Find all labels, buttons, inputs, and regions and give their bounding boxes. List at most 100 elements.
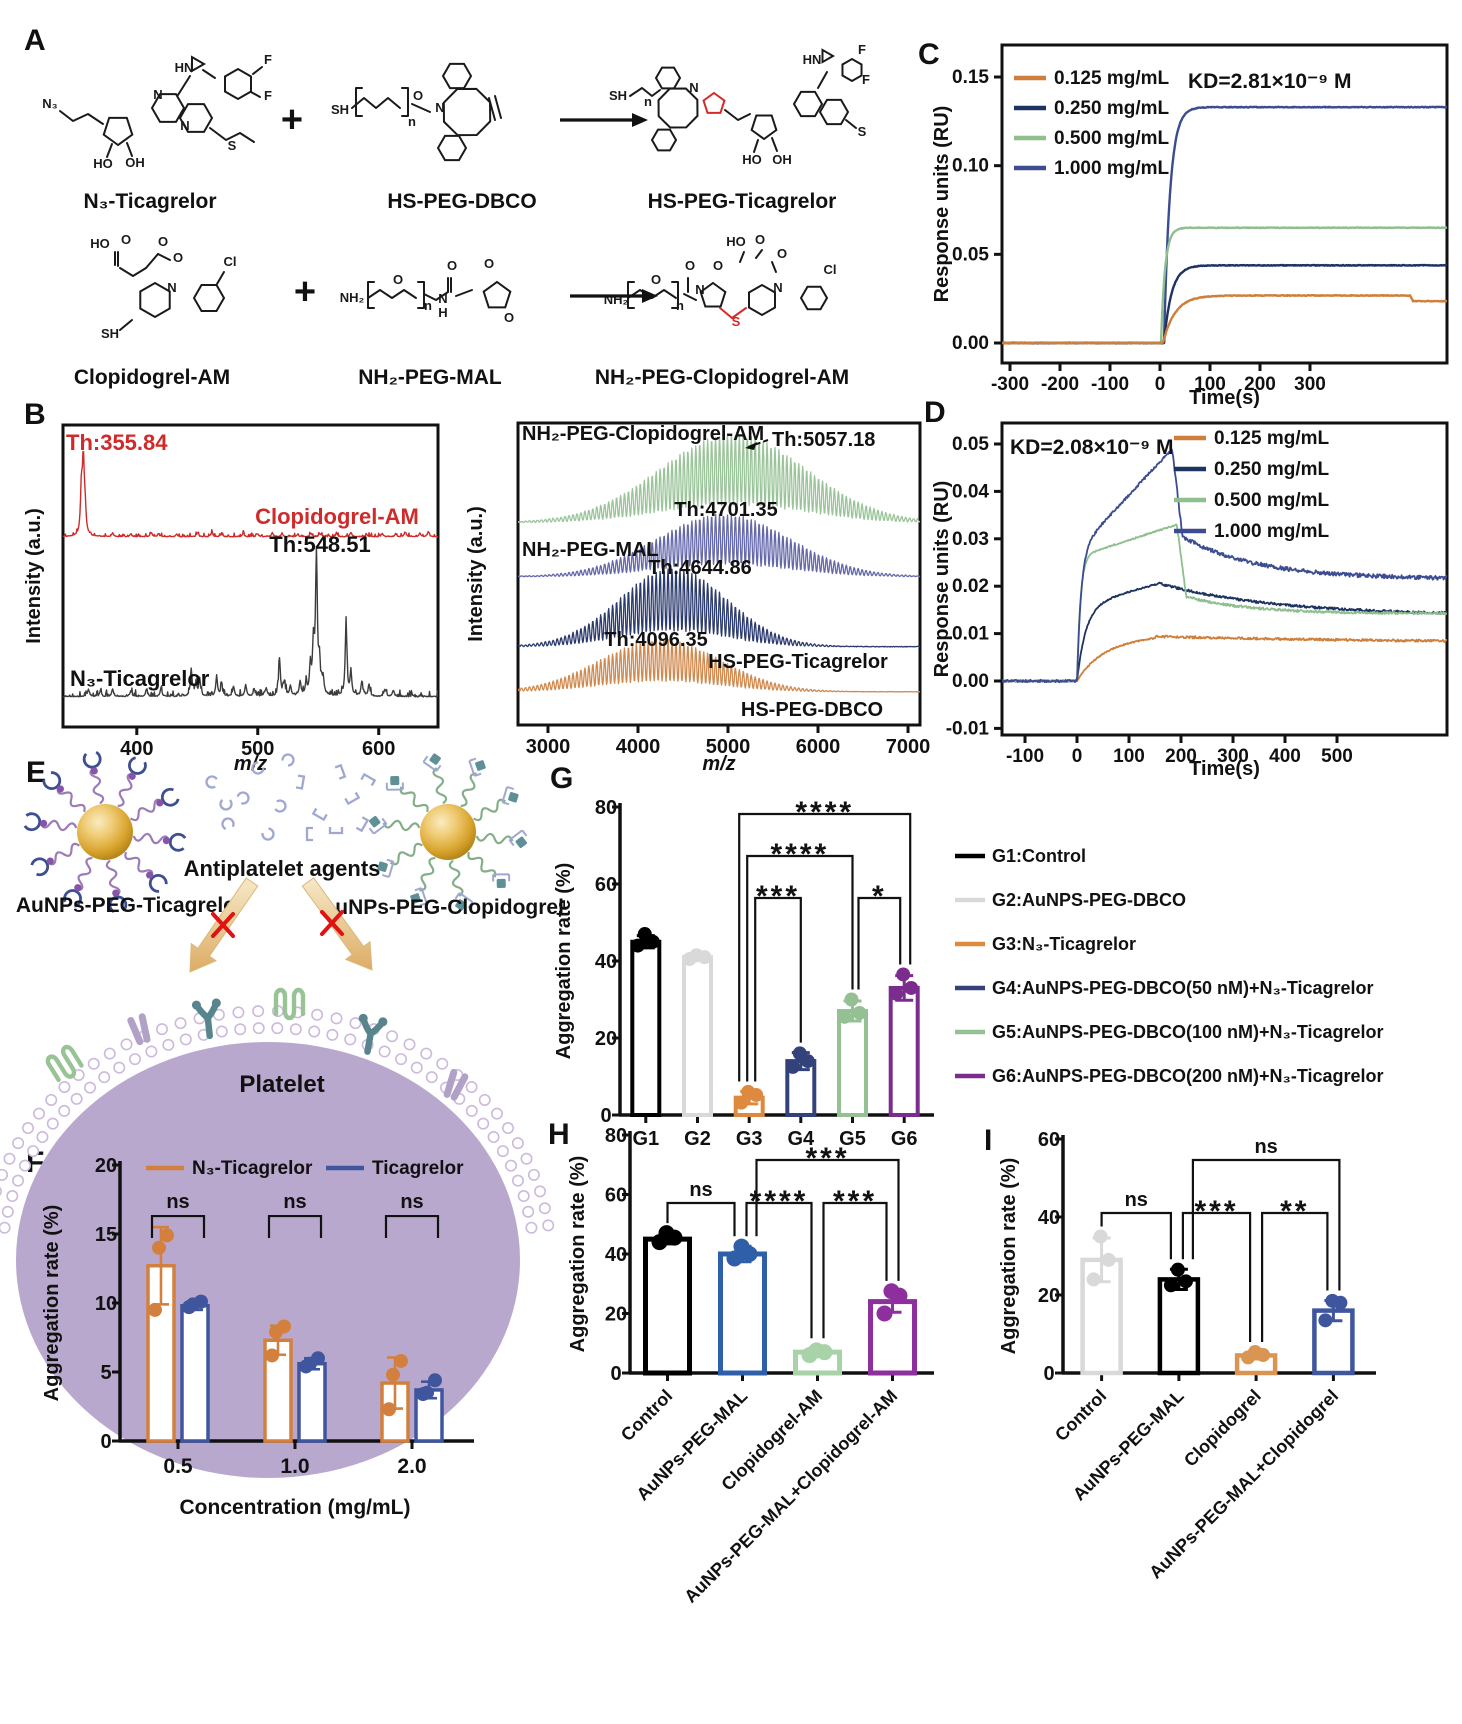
svg-text:Concentration (mg/mL): Concentration (mg/mL) — [180, 1496, 411, 1519]
svg-text:N: N — [180, 118, 189, 133]
svg-text:HS-PEG-Ticagrelor: HS-PEG-Ticagrelor — [708, 651, 888, 673]
svg-text:S: S — [858, 124, 867, 139]
panel-g-label: G — [550, 762, 574, 795]
svg-text:0.15: 0.15 — [952, 67, 989, 88]
svg-text:Response units (RU): Response units (RU) — [931, 106, 953, 303]
svg-text:0.500 mg/mL: 0.500 mg/mL — [1214, 490, 1329, 511]
svg-text:200: 200 — [1165, 746, 1197, 767]
svg-text:4000: 4000 — [616, 736, 661, 758]
panel-c-label: C — [918, 38, 940, 71]
svg-text:HN: HN — [803, 52, 822, 67]
svg-text:O: O — [393, 272, 403, 287]
svg-text:Control: Control — [617, 1386, 676, 1445]
svg-text:***: *** — [756, 880, 800, 913]
panel-b-mass-spectra: 400 500 600 m/z Intensity (a.u.) Th:355.84 Clo… — [23, 421, 931, 775]
svg-text:600: 600 — [362, 738, 395, 760]
svg-text:O: O — [121, 232, 131, 247]
svg-text:Intensity (a.u.): Intensity (a.u.) — [465, 506, 487, 642]
svg-text:Antiplatelet agents: Antiplatelet agents — [184, 856, 381, 881]
svg-text:N: N — [153, 87, 162, 102]
panel-b-label: B — [24, 398, 46, 431]
svg-text:0.00: 0.00 — [952, 671, 989, 692]
svg-text:KD=2.81×10⁻⁹ M: KD=2.81×10⁻⁹ M — [1188, 70, 1351, 93]
svg-text:20: 20 — [595, 1028, 617, 1050]
svg-text:G6: G6 — [891, 1128, 918, 1150]
svg-text:20: 20 — [95, 1155, 117, 1177]
svg-text:100: 100 — [1194, 374, 1226, 395]
svg-text:60: 60 — [595, 874, 617, 896]
svg-text:ns: ns — [1254, 1136, 1277, 1158]
svg-text:0: 0 — [1043, 1363, 1054, 1385]
panel-h-label: H — [548, 1118, 570, 1151]
svg-text:HS-PEG-Ticagrelor: HS-PEG-Ticagrelor — [648, 190, 837, 213]
svg-text:F: F — [862, 72, 870, 87]
svg-text:3000: 3000 — [526, 736, 571, 758]
svg-text:0.01: 0.01 — [952, 624, 989, 645]
svg-text:O: O — [158, 234, 168, 249]
svg-text:NH₂-PEG-Clopidogrel-AM: NH₂-PEG-Clopidogrel-AM — [595, 366, 849, 389]
panel-d-label: D — [924, 396, 946, 429]
svg-text:N: N — [695, 282, 704, 297]
svg-text:-200: -200 — [1041, 374, 1079, 395]
panel-f-bar-chart: 0 5 10 15 20 Aggregation rate (%) 0.5 1.0 2.0 Con… — [41, 1155, 474, 1519]
svg-text:***: *** — [805, 1142, 849, 1175]
svg-text:7000: 7000 — [886, 736, 931, 758]
svg-text:+: + — [294, 271, 316, 313]
svg-text:N: N — [167, 280, 176, 295]
svg-text:N: N — [773, 280, 782, 295]
panel-g-bar-chart: 0 20 40 60 80 Aggregation rate (%) G1 G2 G3 G4 G5 G… — [553, 796, 1384, 1150]
svg-text:G5:AuNPS-PEG-DBCO(100 nM)+N₃-T: G5:AuNPS-PEG-DBCO(100 nM)+N₃-Ticagrelor — [992, 1022, 1384, 1042]
svg-text:Clopidogrel-AM: Clopidogrel-AM — [74, 366, 230, 389]
svg-text:Aggregation rate (%): Aggregation rate (%) — [567, 1156, 589, 1353]
svg-text:1.000 mg/mL: 1.000 mg/mL — [1054, 158, 1169, 179]
svg-text:***: *** — [833, 1185, 877, 1218]
svg-text:O: O — [685, 258, 695, 273]
svg-text:Th:5057.18: Th:5057.18 — [772, 429, 875, 451]
panel-d-spr-sensorgram: -100 0 100 200 300 400 500 -0.01 0.00 0.01 0.02 0.0… — [931, 421, 1449, 780]
svg-text:0.02: 0.02 — [952, 576, 989, 597]
svg-text:F: F — [264, 88, 272, 103]
svg-text:S: S — [732, 314, 741, 329]
svg-text:O: O — [713, 258, 723, 273]
svg-text:100: 100 — [1113, 746, 1145, 767]
svg-text:0.03: 0.03 — [952, 529, 989, 550]
svg-text:40: 40 — [605, 1244, 627, 1266]
svg-text:NH₂-PEG-MAL: NH₂-PEG-MAL — [358, 366, 502, 389]
svg-text:0.125 mg/mL: 0.125 mg/mL — [1214, 428, 1329, 449]
svg-text:0.00: 0.00 — [952, 333, 989, 354]
svg-text:Cl: Cl — [824, 262, 837, 277]
svg-text:O: O — [447, 258, 457, 273]
svg-text:HO: HO — [93, 156, 113, 171]
svg-text:2.0: 2.0 — [397, 1455, 426, 1478]
svg-text:G1:Control: G1:Control — [992, 846, 1086, 866]
svg-text:O: O — [504, 310, 514, 325]
svg-text:F: F — [858, 42, 866, 57]
panel-c-spr-sensorgram: -300 -200 -100 0 100 200 300 0.00 0.05 0.10 0.15 Ti… — [931, 43, 1449, 409]
svg-text:6000: 6000 — [796, 736, 841, 758]
svg-text:Ticagrelor: Ticagrelor — [372, 1158, 464, 1179]
svg-text:Cl: Cl — [224, 254, 237, 269]
svg-text:n: n — [424, 298, 432, 313]
svg-text:O: O — [651, 272, 661, 287]
svg-text:m/z: m/z — [702, 753, 735, 775]
svg-text:5: 5 — [100, 1362, 111, 1384]
svg-text:HO: HO — [742, 152, 762, 167]
svg-text:20: 20 — [1038, 1285, 1060, 1307]
svg-text:N: N — [438, 291, 447, 306]
svg-text:200: 200 — [1244, 374, 1276, 395]
svg-text:0.250 mg/mL: 0.250 mg/mL — [1054, 98, 1169, 119]
svg-text:0: 0 — [610, 1363, 621, 1385]
svg-text:HS-PEG-DBCO: HS-PEG-DBCO — [741, 699, 883, 721]
svg-text:0: 0 — [1155, 374, 1166, 395]
svg-text:O: O — [755, 232, 765, 247]
svg-text:AuNPs-PEG-Ticagrelor: AuNPs-PEG-Ticagrelor — [16, 894, 244, 917]
svg-text:ns: ns — [689, 1179, 712, 1201]
svg-text:Th:4644.86: Th:4644.86 — [648, 557, 751, 579]
svg-text:N: N — [689, 80, 698, 95]
svg-text:400: 400 — [1269, 746, 1301, 767]
svg-text:SH: SH — [331, 102, 349, 117]
svg-text:NH₂: NH₂ — [604, 292, 629, 307]
svg-text:20: 20 — [605, 1304, 627, 1326]
